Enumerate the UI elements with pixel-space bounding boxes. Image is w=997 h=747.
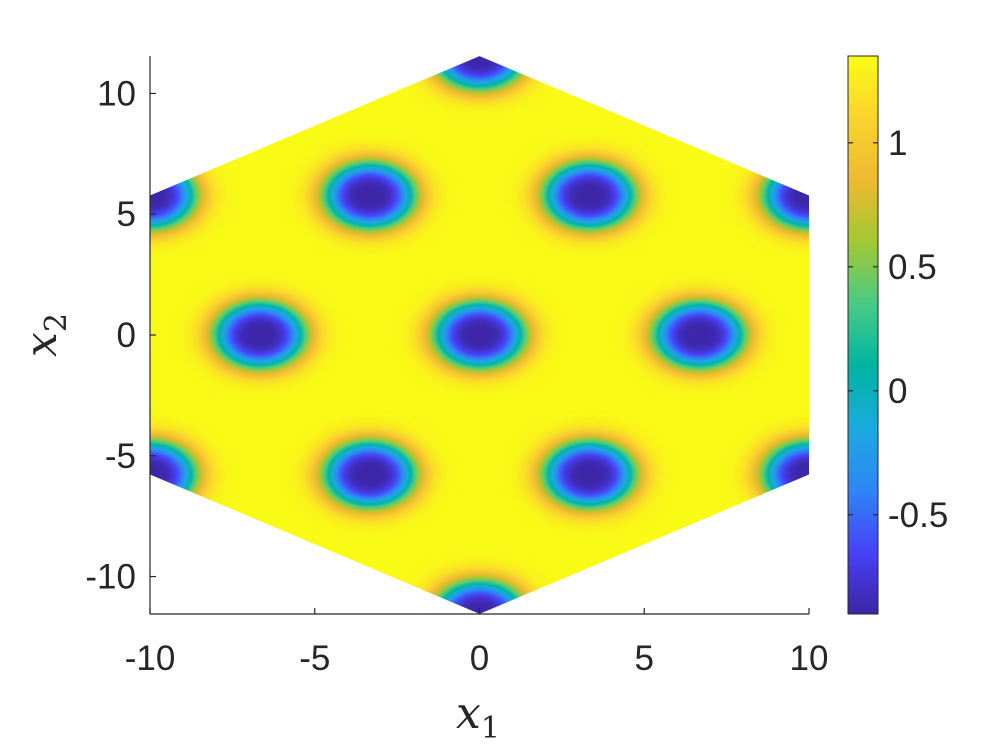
colorbar: -0.5 0 0.5 1 [847, 55, 948, 615]
y-tick-label: 5 [117, 195, 136, 234]
y-tick-label: -10 [85, 558, 136, 597]
x-tick-label: -5 [299, 639, 330, 678]
colorbar-tick-label: 1 [888, 124, 907, 163]
y-tick-label: -5 [105, 437, 136, 476]
colorbar-tick-label: -0.5 [888, 496, 948, 535]
x-axis-label: x1 [456, 688, 500, 746]
colorbar-ticks: -0.5 0 0.5 1 [848, 124, 948, 535]
colorbar-tick-label: 0 [888, 372, 907, 411]
x-tick-label: 10 [790, 639, 829, 678]
x-axis-ticks: -10 -5 0 5 10 [125, 608, 829, 678]
x-tick-label: 0 [470, 639, 489, 678]
x-tick-label: 5 [635, 639, 654, 678]
y-tick-label: 0 [117, 316, 136, 355]
heatmap-plot [150, 56, 809, 614]
colorbar-tick-label: 0.5 [888, 248, 937, 287]
x-tick-label: -10 [125, 639, 176, 678]
axes: -10 -5 0 5 10 -10 -5 0 5 10 [85, 56, 828, 678]
y-tick-label: 10 [97, 74, 136, 113]
colorbar-gradient [848, 56, 878, 614]
heatmap-field [150, 56, 809, 614]
y-axis-label: x2 [16, 313, 74, 357]
colorbar-frame [847, 55, 879, 615]
y-axis-ticks: -10 -5 0 5 10 [85, 74, 156, 597]
